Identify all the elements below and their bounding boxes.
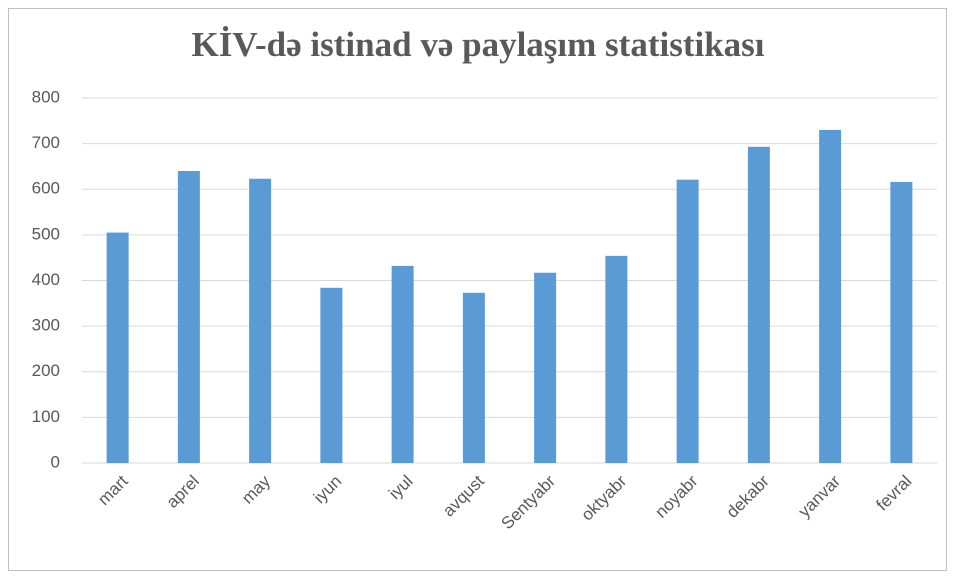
y-tick-label: 200 — [32, 361, 60, 380]
bar — [462, 292, 485, 463]
bar — [106, 232, 129, 463]
bar — [177, 171, 200, 463]
bar — [676, 179, 699, 463]
y-tick-label: 100 — [32, 407, 60, 426]
bar — [249, 178, 272, 463]
bar — [605, 255, 628, 463]
bar — [391, 265, 414, 463]
y-tick-label: 700 — [32, 133, 60, 152]
chart-frame — [8, 8, 947, 571]
bar — [819, 129, 842, 463]
bar — [534, 272, 557, 463]
bar — [747, 146, 770, 463]
y-tick-label: 400 — [32, 270, 60, 289]
y-tick-label: 300 — [32, 316, 60, 335]
y-tick-label: 600 — [32, 179, 60, 198]
y-tick-label: 0 — [51, 452, 60, 471]
y-tick-label: 800 — [32, 87, 60, 106]
bar — [890, 181, 913, 463]
y-tick-label: 500 — [32, 224, 60, 243]
bar — [320, 287, 343, 463]
chart-title: KİV-də istinad və paylaşım statistikası — [191, 25, 764, 64]
